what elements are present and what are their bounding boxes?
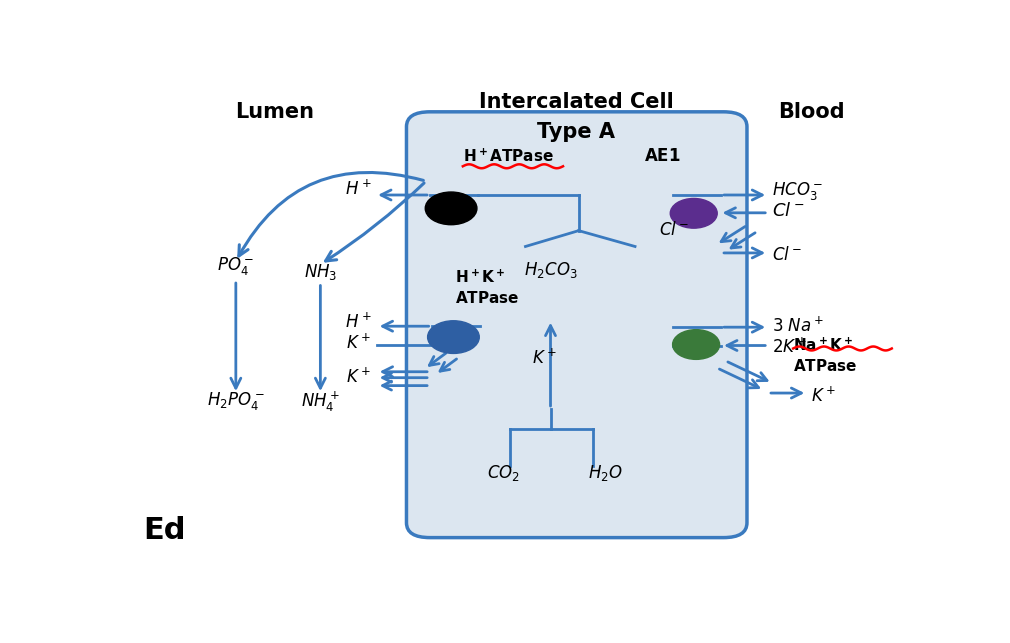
Text: $HCO_3^-$: $HCO_3^-$ [772,180,823,202]
Text: $NH_4^+$: $NH_4^+$ [301,389,339,413]
Text: $K^+$: $K^+$ [811,387,836,406]
Circle shape [427,321,480,354]
Circle shape [671,199,717,228]
Text: $H_2O$: $H_2O$ [588,463,623,484]
Text: $H^+$: $H^+$ [344,179,372,199]
Text: $\mathit{\bf ATPase}$: $\mathit{\bf ATPase}$ [454,291,519,307]
Text: $\mathit{\bf AE1}$: $\mathit{\bf AE1}$ [644,147,681,165]
Text: $H_2CO_3$: $H_2CO_3$ [524,260,578,280]
Text: $Cl^-$: $Cl^-$ [772,202,805,220]
Text: $\mathit{\bf ATPase}$: $\mathit{\bf ATPase}$ [793,358,857,374]
Text: $H_2PO_4^-$: $H_2PO_4^-$ [207,390,265,412]
Text: $K^+$: $K^+$ [532,349,557,368]
Text: Blood: Blood [778,102,844,122]
Text: $3\ Na^+$: $3\ Na^+$ [772,316,824,336]
Text: $K^+$: $K^+$ [346,367,372,386]
Text: $\mathit{\bf Na^+K^+}$: $\mathit{\bf Na^+K^+}$ [793,337,853,354]
Text: $Cl^-$: $Cl^-$ [772,246,802,264]
Text: Lumen: Lumen [235,102,314,122]
Text: $CO_2$: $CO_2$ [487,463,520,484]
Text: $K^+$: $K^+$ [346,334,372,353]
Text: $NH_3$: $NH_3$ [304,262,337,282]
Text: $2K^+$: $2K^+$ [772,338,808,357]
Text: Intercalated Cell: Intercalated Cell [479,92,674,112]
FancyBboxPatch shape [406,112,747,538]
Circle shape [425,192,477,224]
Text: $Cl^-$: $Cl^-$ [659,221,690,239]
Text: $\mathit{\bf H^+ATPase}$: $\mathit{\bf H^+ATPase}$ [463,148,553,165]
Text: Type A: Type A [537,122,615,141]
Text: $PO_4^-$: $PO_4^-$ [217,255,255,277]
Circle shape [673,330,719,359]
Text: Ed: Ed [143,516,186,545]
Text: $H^+$: $H^+$ [344,312,372,332]
Text: $\mathit{\bf H^+K^+}$: $\mathit{\bf H^+K^+}$ [454,269,505,286]
